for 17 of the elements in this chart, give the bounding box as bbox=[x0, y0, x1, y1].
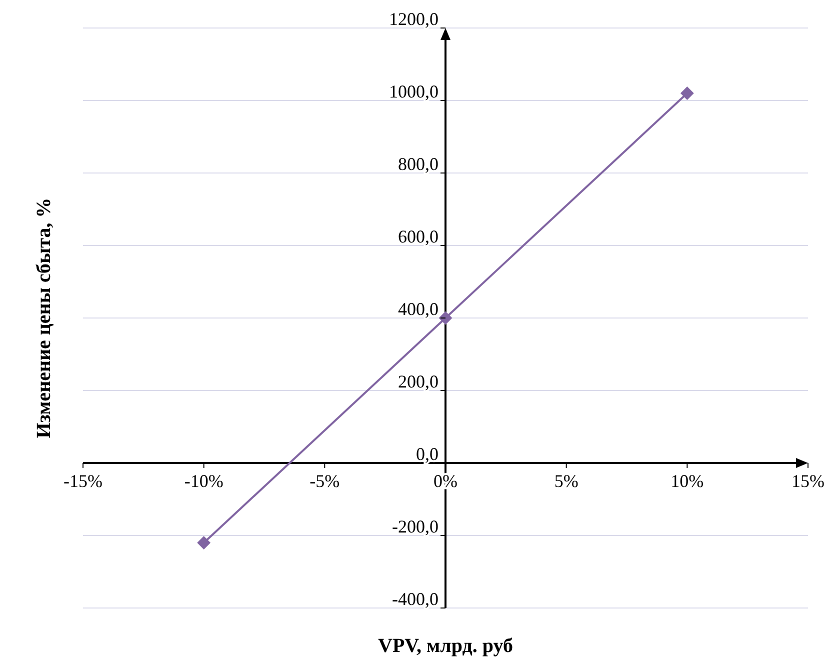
x-tick-label: -10% bbox=[184, 471, 224, 491]
y-tick-label: 600,0 bbox=[398, 226, 438, 246]
y-tick-label: -400,0 bbox=[392, 589, 438, 609]
y-tick-label: 1000,0 bbox=[389, 82, 438, 102]
y-tick-label: -200,0 bbox=[392, 516, 438, 536]
y-axis-title: Изменение цены сбыта, % bbox=[33, 198, 56, 438]
y-tick-label: 1200,0 bbox=[389, 9, 438, 29]
y-tick-label: 0,0 bbox=[416, 444, 438, 464]
y-tick-label: 800,0 bbox=[398, 154, 438, 174]
x-axis-title: VPV, млрд. руб bbox=[378, 635, 513, 658]
x-tick-label: 5% bbox=[554, 471, 578, 491]
x-tick-label: -15% bbox=[64, 471, 102, 491]
x-tick-label: 15% bbox=[792, 471, 824, 491]
y-tick-label: 200,0 bbox=[398, 372, 438, 392]
x-tick-label: -5% bbox=[310, 471, 340, 491]
x-tick-label: 10% bbox=[670, 471, 704, 491]
y-tick-label: 400,0 bbox=[398, 299, 438, 319]
